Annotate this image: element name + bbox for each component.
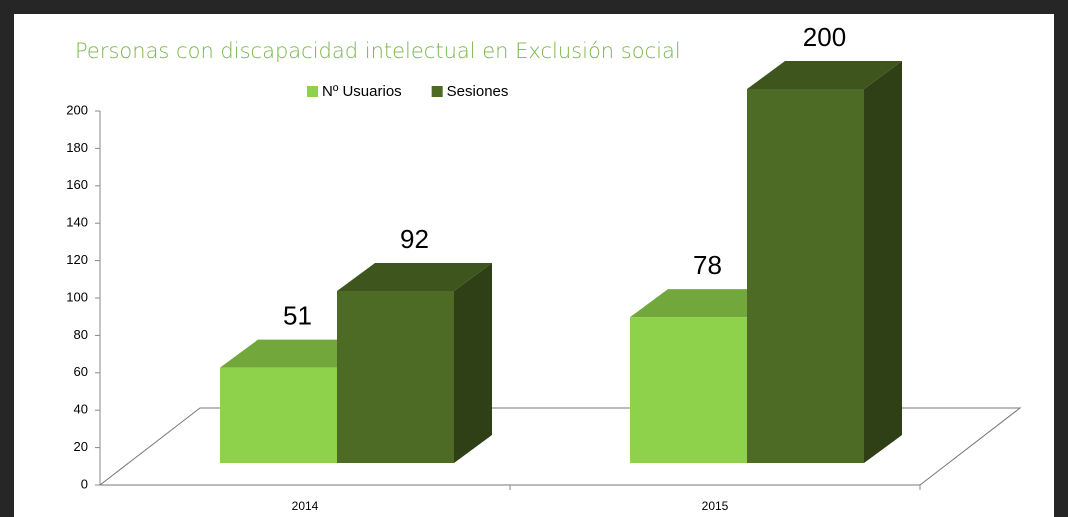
y-tick-label: 180 <box>66 140 88 155</box>
y-tick-label: 20 <box>74 439 88 454</box>
value-label: 92 <box>400 224 429 254</box>
page: Personas con discapacidad intelectual en… <box>0 0 1068 517</box>
legend-label: Nº Usuarios <box>322 83 402 100</box>
y-tick-label: 100 <box>66 289 88 304</box>
legend-swatch <box>432 86 443 97</box>
value-label: 51 <box>283 301 312 331</box>
chart: Personas con discapacidad intelectual en… <box>0 0 1068 517</box>
y-tick-label: 120 <box>66 252 88 267</box>
y-tick-label: 60 <box>74 364 88 379</box>
y-tick-label: 140 <box>66 215 88 230</box>
legend-swatch <box>307 86 318 97</box>
value-label: 78 <box>693 250 722 280</box>
y-tick-label: 0 <box>81 476 88 491</box>
y-tick-label: 160 <box>66 177 88 192</box>
bar-side <box>454 263 492 463</box>
legend-label: Sesiones <box>447 83 509 100</box>
bar <box>220 368 337 463</box>
y-tick-label: 80 <box>74 327 88 342</box>
y-tick-label: 40 <box>74 402 88 417</box>
bar-side <box>864 61 902 463</box>
x-tick-label: 2015 <box>702 499 729 513</box>
chart-title: Personas con discapacidad intelectual en… <box>75 39 681 63</box>
bar <box>747 89 864 463</box>
y-tick-label: 200 <box>66 102 88 117</box>
x-tick-label: 2014 <box>292 499 319 513</box>
bar <box>630 317 747 463</box>
value-label: 200 <box>803 22 846 52</box>
bar <box>337 291 454 463</box>
